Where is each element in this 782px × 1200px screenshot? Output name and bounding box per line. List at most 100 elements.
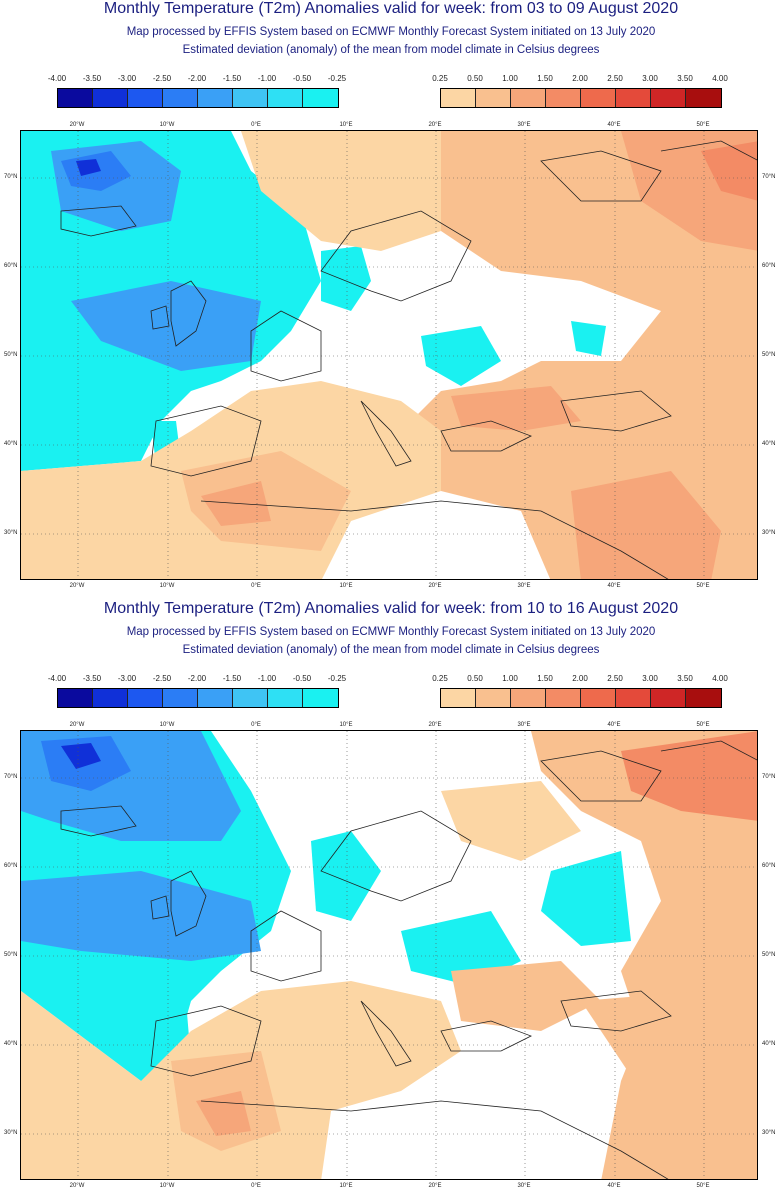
longitude-label: 50°E [696, 1183, 710, 1189]
legend-tick-label: -3.00 [117, 74, 137, 83]
legend-tick-label: -0.50 [292, 74, 312, 83]
legend-swatch [616, 689, 651, 707]
graticule [21, 731, 757, 1179]
legend-swatch [58, 689, 93, 707]
longitude-label: 40°E [607, 722, 621, 728]
legend-tick-label: 1.50 [537, 674, 553, 683]
longitude-label: 0°E [251, 122, 261, 128]
legend-tick-label: 3.00 [642, 674, 658, 683]
legend-tick-label: 4.00 [712, 674, 728, 683]
longitude-label: 20°W [69, 583, 85, 589]
legend-tick-label: 3.50 [677, 74, 693, 83]
legend-tick-label: -4.00 [47, 74, 67, 83]
warm-anomaly-region [571, 471, 721, 579]
longitude-label: 10°E [339, 1183, 353, 1189]
cold-legend-ticks: -4.00 -3.50 -3.00 -2.50 -2.00 -1.50 -1.00 -0.50… [48, 74, 346, 84]
latitude-label: 60°N [762, 863, 776, 869]
cold-legend-bar [57, 88, 339, 108]
cold-anomaly-region [21, 871, 261, 961]
legend-swatch [303, 689, 338, 707]
longitude-label: 40°E [607, 1183, 621, 1189]
latitude-label: 40°N [4, 441, 18, 447]
anomaly-map [20, 730, 758, 1180]
longitude-label: 20°W [69, 722, 85, 728]
legend-tick-label: 0.50 [467, 74, 483, 83]
legend-swatch [686, 689, 721, 707]
legend-swatch [268, 689, 303, 707]
cold-anomaly-region [321, 246, 371, 311]
longitude-label: 10°E [339, 122, 353, 128]
legend-tick-label: 2.50 [607, 74, 623, 83]
legend-swatch [581, 89, 616, 107]
latitude-label: 70°N [4, 774, 18, 780]
panel-subtitle-source: Map processed by EFFIS System based on E… [126, 626, 656, 638]
legend-swatch [651, 89, 686, 107]
panel-subtitle-units: Estimated deviation (anomaly) of the mea… [182, 644, 600, 656]
legend-swatch [163, 89, 198, 107]
legend-tick-label: -3.00 [117, 674, 137, 683]
warm-anomaly-region [701, 141, 757, 201]
legend-tick-label: -4.00 [47, 674, 67, 683]
legend-swatch [163, 689, 198, 707]
anomaly-map [20, 130, 758, 580]
latitude-label: 40°N [762, 1041, 776, 1047]
cold-legend-ticks: -4.00 -3.50 -3.00 -2.50 -2.00 -1.50 -1.00 -0.50… [48, 674, 346, 684]
latitude-label: 60°N [762, 263, 776, 269]
legend-tick-label: 4.00 [712, 74, 728, 83]
legend-tick-label: 2.50 [607, 674, 623, 683]
legend-swatch [511, 89, 546, 107]
longitude-label: 20°E [428, 122, 442, 128]
longitude-label: 30°E [517, 122, 531, 128]
latitude-label: 40°N [4, 1041, 18, 1047]
warm-anomaly-region [241, 131, 441, 251]
longitude-label: 0°E [251, 722, 261, 728]
panel-title: Monthly Temperature (T2m) Anomalies vali… [103, 0, 679, 17]
legend-swatch [546, 689, 581, 707]
longitude-label: 20°W [69, 122, 85, 128]
longitude-label: 30°E [517, 722, 531, 728]
latitude-label: 70°N [762, 774, 776, 780]
latitude-label: 30°N [762, 530, 776, 536]
legend-swatch [58, 89, 93, 107]
legend-tick-label: -2.50 [152, 74, 172, 83]
warm-anomaly-region [621, 731, 757, 821]
graticule [21, 131, 757, 579]
longitude-label: 20°E [428, 1183, 442, 1189]
longitude-label: 10°E [339, 722, 353, 728]
legend-tick-label: -0.25 [327, 74, 347, 83]
legend-tick-label: -3.50 [82, 674, 102, 683]
longitude-label: 20°E [428, 583, 442, 589]
latitude-label: 60°N [4, 263, 18, 269]
legend-swatch [128, 689, 163, 707]
panel-subtitle-source: Map processed by EFFIS System based on E… [126, 26, 656, 38]
longitude-label: 10°W [159, 583, 175, 589]
legend-tick-label: 3.50 [677, 674, 693, 683]
longitude-label: 10°W [159, 122, 175, 128]
coastlines [60, 140, 757, 579]
legend-swatch [616, 89, 651, 107]
legend-tick-label: -1.50 [222, 674, 242, 683]
legend-swatch [476, 89, 511, 107]
latitude-label: 50°N [762, 352, 776, 358]
warm-anomaly-region [451, 386, 581, 431]
latitude-label: 30°N [4, 1130, 18, 1136]
longitude-label: 20°E [428, 722, 442, 728]
warm-anomaly-region [196, 1091, 251, 1136]
legend-tick-label: -2.00 [187, 74, 207, 83]
panel-title: Monthly Temperature (T2m) Anomalies vali… [103, 600, 679, 617]
longitude-label: 0°E [251, 1183, 261, 1189]
legend-swatch [546, 89, 581, 107]
coastlines [60, 740, 757, 1179]
legend-tick-label: -1.50 [222, 74, 242, 83]
cold-anomaly-region [541, 851, 631, 946]
latitude-label: 40°N [762, 441, 776, 447]
legend-tick-label: 2.00 [572, 74, 588, 83]
latitude-label: 50°N [4, 952, 18, 958]
cold-anomaly-region [311, 831, 381, 921]
latitude-label: 30°N [4, 530, 18, 536]
warm-anomaly-region [441, 781, 581, 861]
warm-legend-ticks: 0.25 0.50 1.00 1.50 2.00 2.50 3.00 3.50 4.00 [432, 674, 728, 684]
latitude-label: 50°N [4, 352, 18, 358]
legend-swatch [476, 689, 511, 707]
legend-swatch [268, 89, 303, 107]
